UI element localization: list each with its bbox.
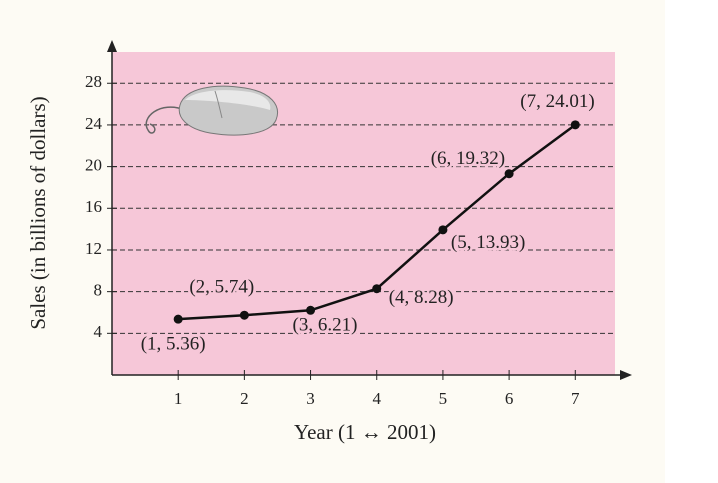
x-tick-label: 2 — [240, 389, 249, 408]
point — [570, 120, 580, 130]
plot: (1, 5.36) (2, 5.74) (3, 6.21) (4, 8.28) (5, … — [138, 89, 597, 357]
y-tick-label: 16 — [85, 197, 102, 216]
y-axis-arrow — [107, 40, 117, 52]
data-label: (3, 6.21) — [293, 315, 358, 336]
x-axis-label: Year (1 ↔ 2001) — [294, 420, 436, 444]
data-label: (4, 8.28) — [389, 287, 454, 308]
x-tick-label: 6 — [505, 389, 514, 408]
point — [372, 284, 382, 294]
x-tick-label: 3 — [306, 389, 315, 408]
data-label: (1, 5.36) — [141, 334, 206, 355]
data-label: (7, 24.01) — [520, 91, 594, 112]
x-tick-label: 7 — [571, 389, 580, 408]
point — [438, 225, 448, 235]
point — [173, 314, 183, 324]
data-label: (2, 5.74) — [189, 277, 254, 298]
y-tick-label: 24 — [85, 114, 103, 133]
x-axis-arrow — [620, 370, 632, 380]
data-label: (5, 13.93) — [451, 232, 525, 253]
y-tick-label: 4 — [94, 322, 103, 341]
point — [504, 169, 514, 179]
y-tick-label: 28 — [85, 72, 102, 91]
point — [239, 310, 249, 320]
data-label: (6, 19.32) — [431, 148, 505, 169]
y-tick-label: 12 — [85, 239, 102, 258]
x-tick-label: 5 — [439, 389, 448, 408]
y-axis-label: Sales (in billions of dollars) — [26, 96, 50, 329]
x-tick-label: 1 — [174, 389, 183, 408]
mouse-icon — [145, 85, 278, 136]
y-tick-label: 8 — [94, 281, 103, 300]
x-tick-label: 4 — [372, 389, 381, 408]
y-tick-label: 20 — [85, 156, 102, 175]
point — [306, 305, 316, 315]
